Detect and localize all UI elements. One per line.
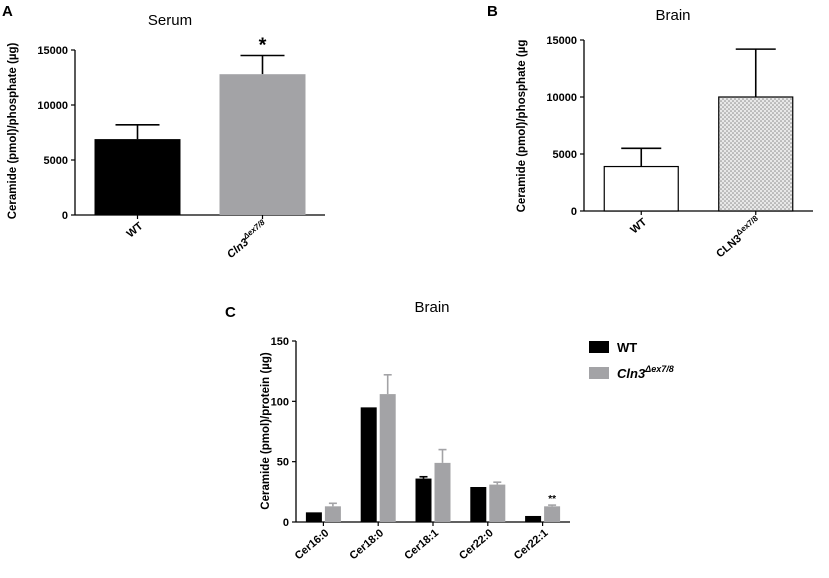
panel-c-bar bbox=[434, 462, 451, 522]
panel-a-y-tick-label: 5000 bbox=[44, 155, 68, 167]
panel-b-y-tick-label: 15000 bbox=[546, 35, 577, 47]
panel-b-y-axis-label: Ceramide (pmol)/phosphate (µg bbox=[516, 40, 528, 213]
panel-c-x-tick-label: Cer16:0 bbox=[293, 527, 332, 562]
panel-b-y-tick-label: 10000 bbox=[546, 92, 577, 104]
panel-b-bar bbox=[718, 96, 794, 212]
panel-c-x-tick-label: Cer22:0 bbox=[457, 527, 496, 562]
panel-c-bar bbox=[305, 512, 322, 522]
panel-c-legend-swatch bbox=[589, 341, 609, 353]
panel-a-y-tick-label: 15000 bbox=[37, 45, 68, 57]
panel-b-plot: 0 5000 10000 15000 WT CLN3Δex7/8 bbox=[546, 35, 813, 260]
panel-b-y-tick-label: 0 bbox=[571, 206, 577, 218]
panel-c-y-tick-label: 100 bbox=[271, 396, 289, 408]
panel-c-letter: C bbox=[225, 304, 236, 321]
panel-c-legend-label: WT bbox=[617, 340, 637, 355]
panel-b-y-tick-label: 5000 bbox=[553, 149, 577, 161]
panel-b-bar bbox=[603, 165, 679, 212]
panel-a-plot: 0 5000 10000 15000 WT * Cln3Δex7/8 bbox=[37, 35, 325, 261]
panel-a-y-axis-label: Ceramide (pmol)/phosphate (µg) bbox=[7, 43, 19, 220]
panel-c-plot: 0 50 100 150 Cer16:0 Cer18:0 Cer18:1 Cer22:0 ** C… bbox=[271, 336, 570, 562]
panel-c-y-tick-label: 50 bbox=[277, 457, 289, 469]
panel-c-legend-swatch bbox=[589, 367, 609, 379]
panel-c-y-axis-label: Ceramide (pmol)/protein (µg) bbox=[260, 352, 272, 510]
panel-a: A Serum Ceramide (pmol)/phosphate (µg) 0… bbox=[2, 3, 325, 261]
panel-c-bar bbox=[360, 407, 377, 522]
panel-a-x-tick-label: WT bbox=[125, 220, 146, 240]
panel-c-bar bbox=[379, 394, 396, 522]
panel-a-significance-marker: * bbox=[259, 35, 267, 57]
panel-a-y-tick-label: 10000 bbox=[37, 100, 68, 112]
panel-c-bar bbox=[324, 506, 341, 522]
panel-c-y-tick-label: 150 bbox=[271, 336, 289, 348]
panel-c-bar bbox=[544, 506, 561, 522]
panel-b-title: Brain bbox=[655, 7, 690, 24]
panel-c-bar bbox=[415, 478, 432, 522]
panel-c-bar bbox=[470, 487, 487, 522]
panel-c-legend: WT Cln3Δex7/8 bbox=[589, 340, 674, 381]
panel-c-y-tick-label: 0 bbox=[283, 517, 289, 529]
panel-c-x-tick-label: Cer18:1 bbox=[402, 527, 441, 562]
panel-a-bar bbox=[219, 74, 306, 215]
panel-c-legend-label: Cln3Δex7/8 bbox=[617, 364, 674, 381]
panel-c-title: Brain bbox=[414, 299, 449, 316]
panel-b-x-tick-label: CLN3Δex7/8 bbox=[712, 213, 764, 260]
panel-a-title: Serum bbox=[148, 12, 192, 29]
panel-b: B Brain Ceramide (pmol)/phosphate (µg 0 5… bbox=[487, 3, 813, 260]
panel-a-bar bbox=[94, 139, 181, 215]
panel-c-x-tick-label: Cer18:0 bbox=[347, 527, 386, 562]
panel-c-bar bbox=[489, 484, 506, 522]
panel-a-letter: A bbox=[2, 3, 13, 20]
panel-a-x-tick-label: Cln3Δex7/8 bbox=[223, 217, 271, 260]
panel-c-significance-marker: ** bbox=[548, 494, 556, 505]
panel-b-letter: B bbox=[487, 3, 498, 20]
panel-b-x-tick-label: WT bbox=[628, 216, 649, 236]
panel-a-y-tick-label: 0 bbox=[62, 210, 68, 222]
panel-c-x-tick-label: Cer22:1 bbox=[512, 527, 551, 562]
panel-c: C Brain Ceramide (pmol)/protein (µg) 0 50… bbox=[225, 299, 674, 562]
panel-c-bar bbox=[525, 515, 542, 522]
